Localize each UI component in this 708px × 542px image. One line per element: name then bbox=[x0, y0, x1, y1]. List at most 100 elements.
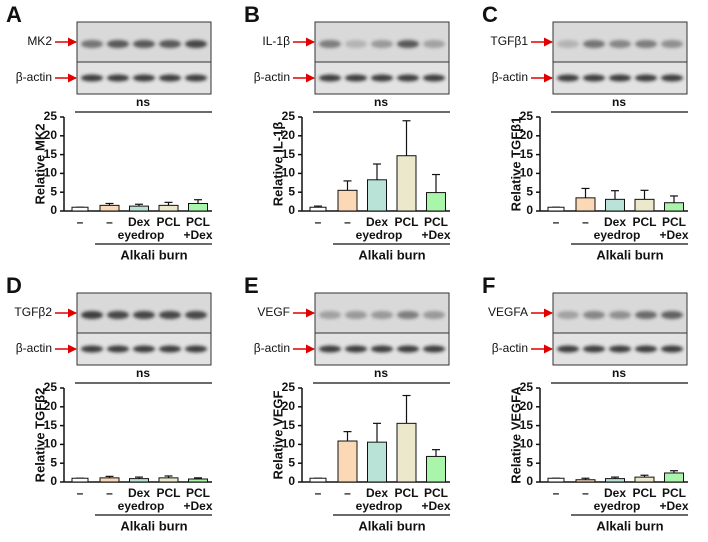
bar bbox=[367, 179, 387, 212]
ns-label: ns bbox=[612, 366, 626, 380]
y-tick-label: 5 bbox=[526, 455, 533, 469]
x-tick-label: – bbox=[106, 215, 113, 229]
blot-band bbox=[583, 345, 605, 353]
blot-band bbox=[397, 311, 419, 319]
y-tick-label: 20 bbox=[520, 399, 534, 413]
y-tick-label: 0 bbox=[526, 203, 533, 217]
bar bbox=[99, 204, 120, 212]
x-tick-label: – bbox=[553, 215, 560, 229]
bar bbox=[337, 189, 358, 212]
blot-band bbox=[159, 345, 181, 353]
blot-band bbox=[583, 40, 605, 48]
blot-label: TGFβ1 bbox=[490, 34, 528, 48]
x-tick-label: PCL bbox=[157, 215, 181, 229]
blot-band bbox=[635, 311, 657, 319]
blot-band bbox=[133, 311, 155, 319]
blot-band bbox=[319, 74, 341, 82]
bar bbox=[129, 478, 149, 483]
bar bbox=[337, 440, 358, 483]
x-tick-label: +Dex bbox=[659, 499, 688, 513]
ns-label: ns bbox=[374, 366, 388, 380]
blot-band bbox=[583, 74, 605, 82]
bar bbox=[664, 202, 684, 212]
bar bbox=[634, 198, 655, 212]
blot-band bbox=[609, 40, 631, 48]
blot-band bbox=[423, 311, 445, 319]
y-axis-label: Relative TGFβ2 bbox=[32, 388, 47, 483]
y-tick-label: 5 bbox=[526, 184, 533, 198]
panel-letter: F bbox=[482, 273, 495, 298]
blot-band bbox=[635, 345, 657, 353]
blot-band bbox=[423, 74, 445, 82]
blot-band bbox=[107, 40, 129, 48]
x-tick-label: – bbox=[553, 486, 560, 500]
group-label: Alkali burn bbox=[358, 247, 425, 262]
blot-band bbox=[319, 345, 341, 353]
blot-band bbox=[423, 345, 445, 353]
blot-band bbox=[133, 74, 155, 82]
blot-band bbox=[635, 74, 657, 82]
y-axis-label: Relative MK2 bbox=[32, 124, 47, 205]
bar bbox=[71, 206, 89, 212]
bar bbox=[99, 477, 120, 483]
blot-band bbox=[133, 40, 155, 48]
ns-label: ns bbox=[374, 95, 388, 109]
y-tick-label: 10 bbox=[282, 166, 296, 180]
ns-label: ns bbox=[136, 95, 150, 109]
blot-band bbox=[397, 74, 419, 82]
x-tick-label: – bbox=[582, 486, 589, 500]
blot-label: TGFβ2 bbox=[14, 305, 52, 319]
bar bbox=[426, 455, 446, 483]
bar bbox=[547, 477, 565, 483]
x-tick-label: – bbox=[344, 486, 351, 500]
x-tick-label: – bbox=[315, 486, 322, 500]
bar bbox=[664, 472, 684, 483]
bar bbox=[396, 155, 417, 212]
x-tick-label: +Dex bbox=[421, 499, 450, 513]
x-tick-label: – bbox=[344, 215, 351, 229]
x-tick-label: +Dex bbox=[421, 228, 450, 242]
blot-band bbox=[371, 40, 393, 48]
group-label: Alkali burn bbox=[358, 518, 425, 533]
x-tick-label: PCL bbox=[186, 486, 210, 500]
y-tick-label: 0 bbox=[50, 474, 57, 488]
x-tick-label: eyedrop bbox=[118, 228, 165, 242]
x-tick-label: Dex bbox=[604, 486, 626, 500]
x-tick-label: Dex bbox=[604, 215, 626, 229]
blot-label: β-actin bbox=[16, 341, 52, 355]
x-tick-label: – bbox=[77, 215, 84, 229]
blot-band bbox=[185, 40, 207, 48]
bar bbox=[188, 202, 208, 212]
blot-band bbox=[661, 74, 683, 82]
y-tick-label: 0 bbox=[288, 203, 295, 217]
blot-band bbox=[345, 345, 367, 353]
y-tick-label: 15 bbox=[44, 418, 58, 432]
y-tick-label: 15 bbox=[44, 147, 58, 161]
y-tick-label: 5 bbox=[50, 455, 57, 469]
y-tick-label: 15 bbox=[520, 147, 534, 161]
bar bbox=[158, 477, 179, 483]
panel-letter: B bbox=[244, 2, 260, 27]
bar bbox=[605, 198, 625, 212]
x-tick-label: PCL bbox=[424, 486, 448, 500]
blot-band bbox=[371, 345, 393, 353]
blot-band bbox=[609, 74, 631, 82]
blot-band bbox=[185, 345, 207, 353]
x-tick-label: PCL bbox=[633, 486, 657, 500]
y-tick-label: 10 bbox=[44, 437, 58, 451]
y-tick-label: 20 bbox=[44, 128, 58, 142]
blot-band bbox=[397, 345, 419, 353]
y-tick-label: 25 bbox=[520, 380, 534, 394]
blot-band bbox=[185, 74, 207, 82]
blot-band bbox=[345, 311, 367, 319]
y-axis-label: Relative VEGFA bbox=[508, 386, 523, 484]
blot-band bbox=[107, 74, 129, 82]
y-tick-label: 15 bbox=[282, 147, 296, 161]
blot-band bbox=[661, 345, 683, 353]
x-tick-label: eyedrop bbox=[594, 499, 641, 513]
blot-band bbox=[423, 40, 445, 48]
blot-band bbox=[159, 311, 181, 319]
